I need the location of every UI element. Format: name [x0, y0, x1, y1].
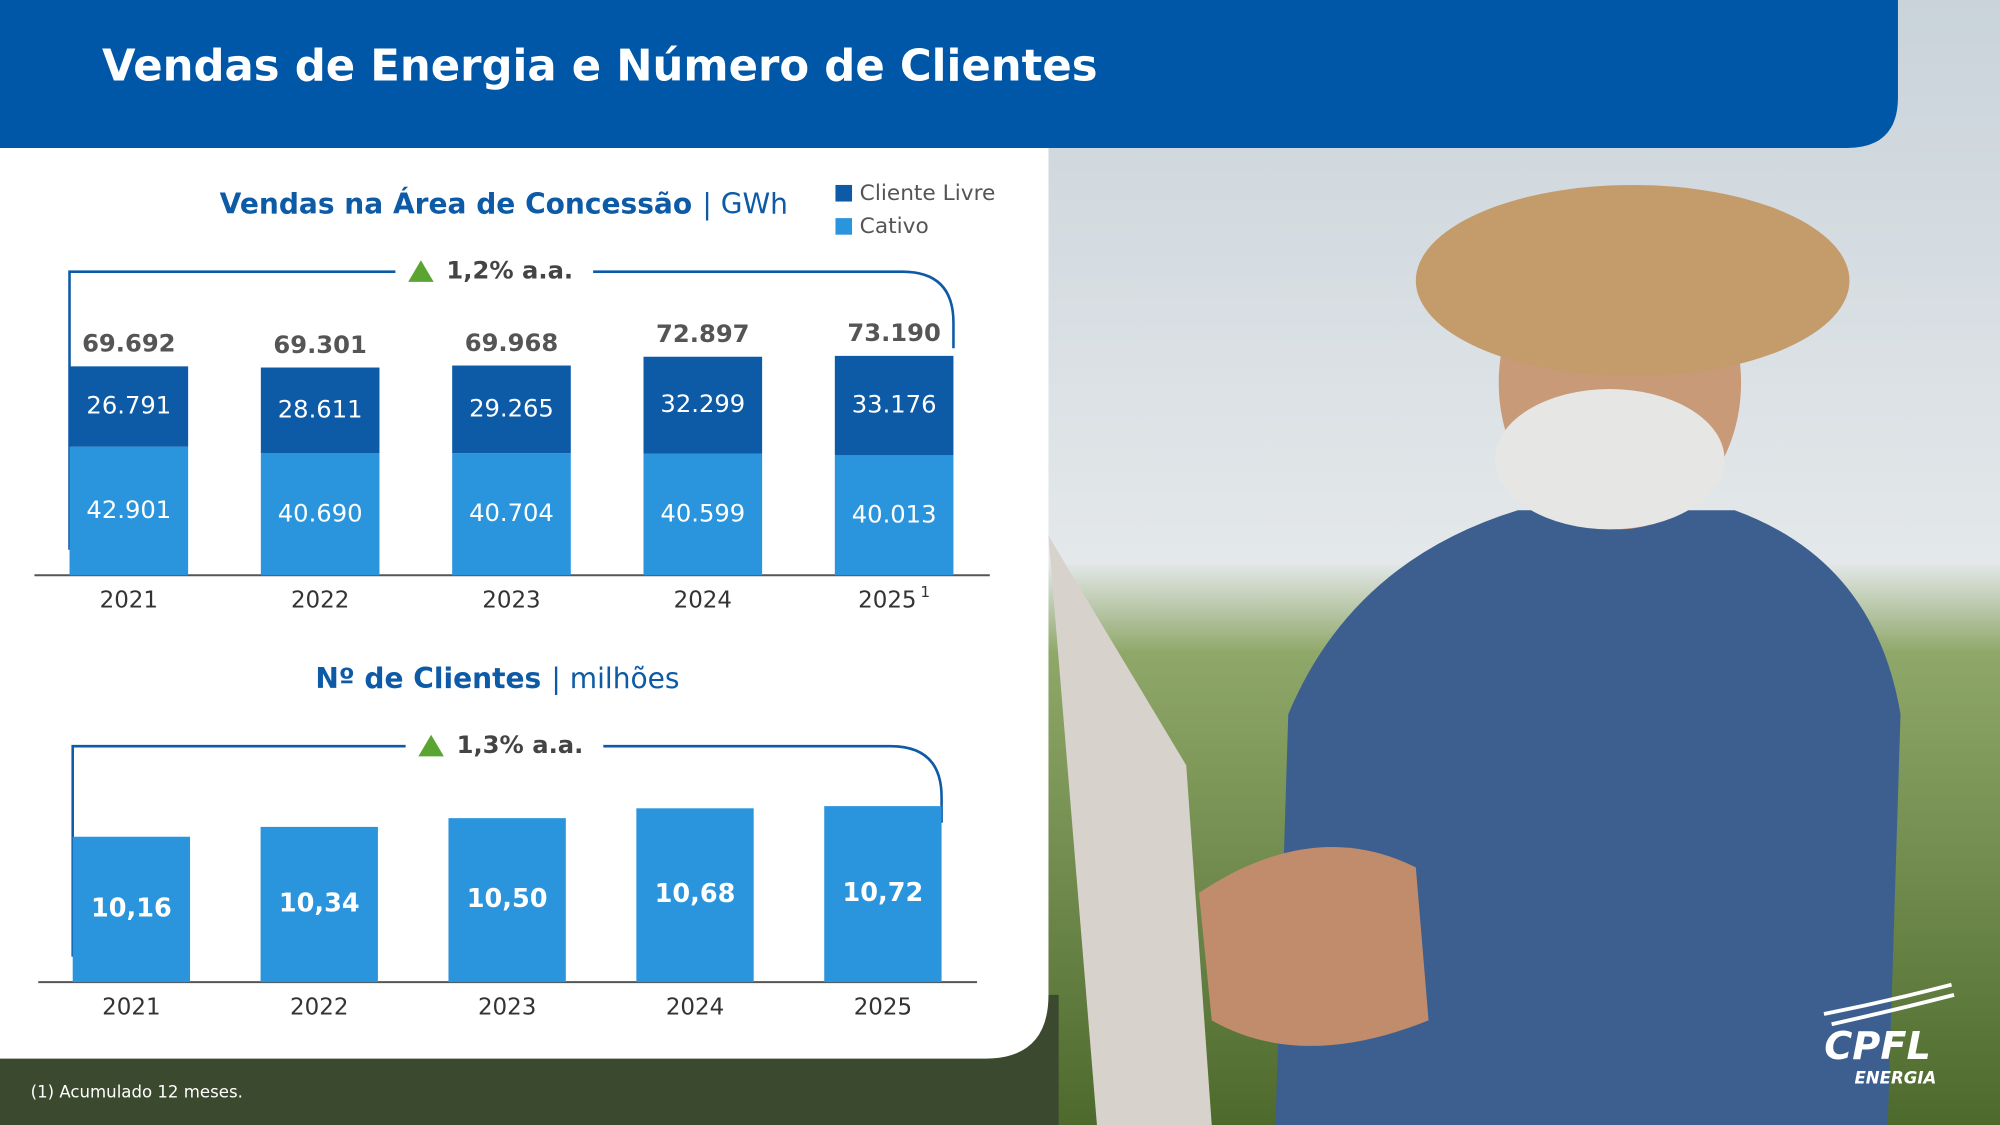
bar-value-label: 32.299 — [660, 390, 745, 418]
chart-unit: | GWh — [702, 187, 788, 220]
bar-value-label: 40.599 — [660, 499, 745, 527]
x-tick-label: 2023 — [482, 587, 540, 613]
logo-tagline: ENERGIA — [1854, 1069, 1936, 1088]
bar — [448, 818, 566, 983]
chart-unit: | milhões — [551, 662, 679, 695]
chart-title: Vendas na Área de Concessão | GWh — [220, 186, 788, 220]
x-tick-text: 2025 — [854, 994, 912, 1020]
x-tick-label: 2022 — [291, 587, 349, 613]
bar-segment — [452, 365, 571, 454]
bar-segment — [452, 453, 571, 576]
bar — [260, 826, 378, 983]
bar-segment — [260, 453, 380, 576]
legend-label: Cliente Livre — [860, 181, 996, 206]
bar-segment — [69, 446, 189, 576]
bar-value-label: 26.791 — [86, 392, 171, 420]
bar-total-label: 72.897 — [656, 320, 749, 348]
x-tick-note: 1 — [920, 582, 930, 600]
header-bar — [0, 0, 1898, 148]
bar-value-label: 10,72 — [843, 878, 924, 908]
legend-label: Cativo — [860, 214, 929, 239]
bar-total-label: 69.968 — [465, 329, 558, 357]
bar-value-label: 42.901 — [86, 496, 171, 524]
x-tick-text: 2024 — [666, 994, 724, 1020]
bar-segment — [834, 455, 954, 576]
bar-value-label: 10,50 — [467, 884, 548, 914]
chart-title: Nº de Clientes | milhões — [315, 662, 679, 695]
photo-arm — [1048, 535, 1212, 1125]
legend-swatch — [835, 218, 853, 235]
logo-swoosh — [1823, 982, 1955, 1027]
photo-hat — [1415, 184, 1850, 377]
x-tick-label: 2021 — [100, 587, 158, 613]
bar-value-label: 40.690 — [278, 499, 363, 527]
x-tick-text: 2021 — [100, 587, 158, 613]
bar-total-label: 69.692 — [82, 330, 175, 358]
page-title: Vendas de Energia e Número de Clientes — [102, 41, 1098, 91]
x-tick-label: 2024 — [666, 994, 724, 1020]
x-tick-text: 2023 — [482, 587, 540, 613]
bar — [824, 806, 942, 983]
bar-value-label: 10,16 — [91, 893, 172, 923]
chart-title-main: Nº de Clientes — [315, 662, 541, 695]
x-tick-label: 2025 — [854, 994, 912, 1020]
bar-value-label: 10,34 — [279, 889, 360, 919]
bar-segment — [834, 355, 954, 456]
photo-shirt — [1275, 510, 1901, 1125]
bar-total-label: 69.301 — [273, 331, 366, 359]
x-tick-label: 2025 1 — [858, 582, 930, 613]
photo-beard — [1494, 389, 1725, 530]
bar-value-label: 28.611 — [278, 395, 363, 423]
x-tick-text: 2022 — [290, 994, 348, 1020]
bar-value-label: 33.176 — [852, 391, 937, 419]
x-tick-label: 2021 — [102, 994, 160, 1020]
growth-label: 1,2% a.a. — [446, 257, 573, 285]
x-tick-text: 2025 — [858, 587, 916, 613]
chart-title-main: Vendas na Área de Concessão — [220, 186, 692, 220]
x-tick-label: 2023 — [478, 994, 536, 1020]
x-tick-text: 2021 — [102, 994, 160, 1020]
growth-arrow — [418, 734, 444, 757]
bar-segment — [260, 367, 380, 454]
bar-segment — [643, 453, 763, 576]
growth-label: 1,3% a.a. — [457, 731, 584, 759]
bar-total-label: 73.190 — [847, 319, 940, 347]
growth-arrow — [408, 260, 434, 282]
growth-bracket — [71, 744, 943, 957]
legend-swatch — [835, 184, 853, 202]
x-tick-text: 2024 — [674, 587, 732, 613]
bar-segment — [643, 356, 763, 454]
footnote: (1) Acumulado 12 meses. — [31, 1083, 243, 1102]
photo-hands — [1198, 846, 1429, 1046]
bar-segment — [69, 366, 189, 447]
bar-value-label: 29.265 — [469, 394, 554, 422]
x-tick-text: 2022 — [291, 587, 349, 613]
bar-value-label: 40.013 — [852, 500, 937, 528]
bar — [72, 836, 191, 983]
x-tick-label: 2024 — [674, 587, 732, 613]
bar-value-label: 10,68 — [655, 879, 736, 909]
bar-value-label: 40.704 — [469, 499, 554, 527]
x-tick-label: 2022 — [290, 994, 348, 1020]
logo-name: CPFL — [1824, 1024, 1931, 1069]
x-tick-text: 2023 — [478, 994, 536, 1020]
bar — [636, 808, 754, 983]
